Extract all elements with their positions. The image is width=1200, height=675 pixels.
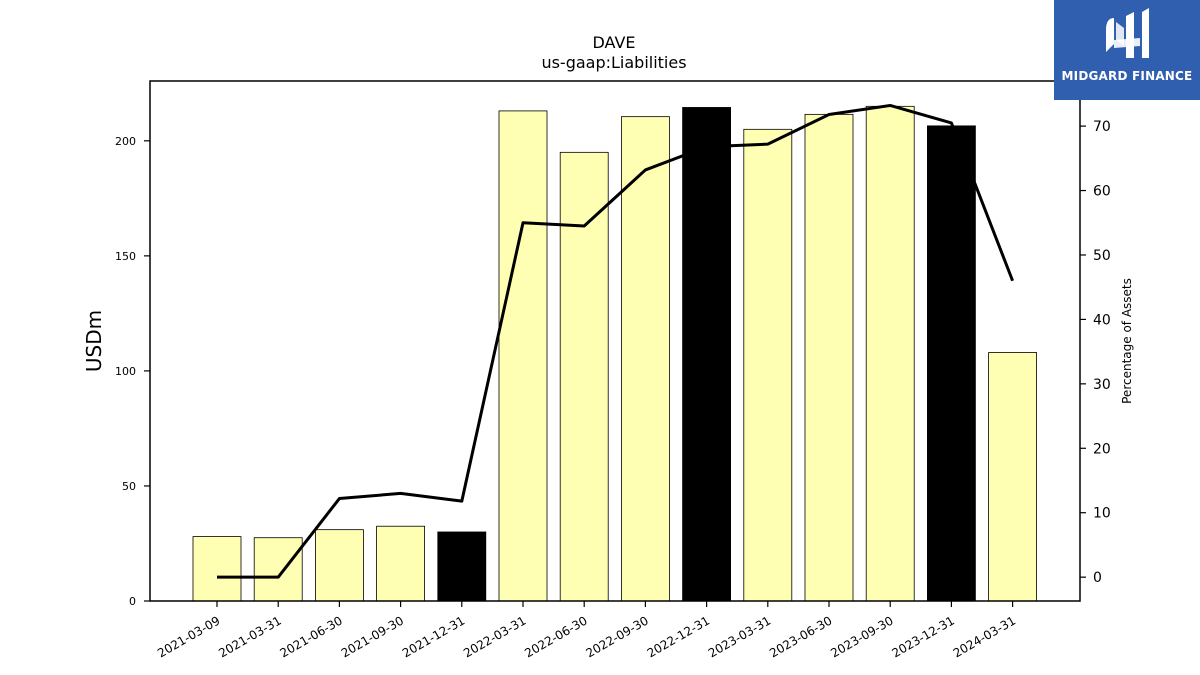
y2-tick-label: 40 [1093, 312, 1111, 328]
x-tick-label: 2022-12-31 [645, 613, 712, 660]
x-tick-label: 2023-06-30 [767, 613, 834, 660]
x-tick-label: 2022-03-31 [461, 613, 528, 660]
y2-tick-label: 20 [1093, 441, 1111, 457]
x-tick-label: 2021-03-09 [155, 613, 222, 660]
x-tick-label: 2023-09-30 [828, 613, 895, 660]
bar-2021-03-09 [192, 536, 242, 602]
x-tick-label: 2021-12-31 [400, 613, 467, 660]
bar-2021-03-31 [253, 537, 303, 602]
bar-2023-03-31 [743, 128, 793, 602]
y2-tick-label: 10 [1093, 506, 1111, 522]
y2-tick-label: 70 [1093, 119, 1111, 135]
x-tick-label: 2021-09-30 [339, 613, 406, 660]
bar-2023-09-30 [865, 105, 915, 602]
bar-2021-06-30 [314, 529, 364, 602]
x-tick-label: 2023-03-31 [706, 613, 773, 660]
y2-axis-label: Percentage of Assets [1120, 278, 1134, 404]
x-tick-label: 2024-03-31 [951, 613, 1018, 660]
bar-2022-03-31 [498, 110, 548, 602]
bar-2022-12-31 [682, 107, 731, 602]
right-y-axis: 0 10 20 30 40 50 60 70 [1080, 119, 1111, 586]
left-y-axis: 0 50 100 150 200 [115, 135, 150, 608]
x-tick-label: 2021-03-31 [216, 613, 283, 660]
logo-mark-icon [1106, 8, 1149, 58]
plot-frame [149, 80, 1081, 602]
bar-2024-03-31 [988, 352, 1037, 602]
logo-text: MIDGARD FINANCE [1061, 69, 1193, 83]
y-tick-label: 200 [115, 135, 136, 148]
y-axis-label: USDm [82, 310, 106, 372]
y-tick-label: 100 [115, 365, 136, 378]
y-tick-label: 0 [129, 595, 136, 608]
chart-title: DAVE [592, 33, 635, 52]
bar-2022-09-30 [621, 116, 670, 602]
y2-tick-label: 50 [1093, 248, 1111, 264]
x-axis: 2021-03-092021-03-312021-06-302021-09-30… [155, 601, 1018, 660]
y2-tick-label: 60 [1093, 184, 1111, 200]
chart-subtitle: us-gaap:Liabilities [541, 53, 686, 72]
bar-2021-12-31 [437, 531, 487, 602]
x-tick-label: 2022-06-30 [522, 613, 589, 660]
y-tick-label: 150 [115, 250, 136, 263]
bars-group [192, 105, 1037, 602]
y2-tick-label: 30 [1093, 377, 1111, 393]
y2-tick-label: 0 [1093, 570, 1102, 586]
x-tick-label: 2023-12-31 [889, 613, 956, 660]
line-layer [216, 103, 1014, 579]
percentage-line [217, 103, 1014, 579]
bar-2023-06-30 [804, 113, 854, 602]
company-logo: MIDGARD FINANCE [1054, 0, 1200, 100]
bar-2021-09-30 [376, 525, 426, 602]
bar-2023-12-31 [927, 125, 976, 602]
x-tick-label: 2021-06-30 [277, 613, 344, 660]
x-tick-label: 2022-09-30 [583, 613, 650, 660]
bar-2022-06-30 [559, 151, 609, 602]
y-tick-label: 50 [122, 480, 136, 493]
